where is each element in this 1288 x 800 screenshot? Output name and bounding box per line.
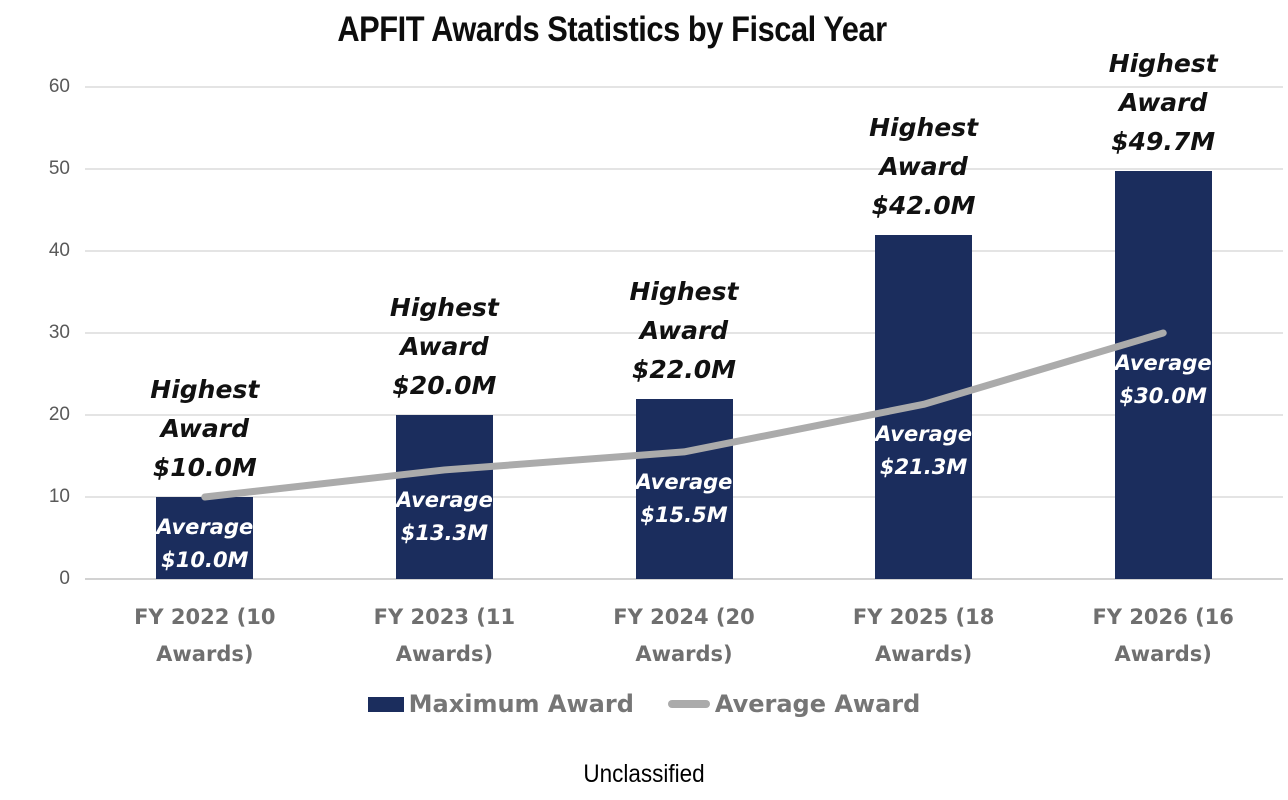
highest-award-label-line: Highest [389,293,499,322]
gridline-y0 [85,578,1283,580]
maximum-award-bar [635,398,733,579]
highest-award-label-line: $22.0M [632,354,736,384]
highest-award-label: Highest Award $22.0M [574,272,794,389]
average-award-label: Average $15.5M [604,466,764,532]
highest-award-label-line: Highest [150,375,260,404]
highest-award-label-line: Award [879,151,968,181]
average-award-label: Average $13.3M [364,484,524,550]
gridline-y60 [85,86,1283,88]
x-axis-category-label: FY 2025 (18 Awards) [852,605,995,666]
chart-title: APFIT Awards Statistics by Fiscal Year [337,10,887,49]
x-axis-category-label: FY 2024 (20 Awards) [613,605,755,666]
y-axis-tick-label: 0 [59,568,70,589]
highest-award-label-line: Award [639,315,729,345]
average-award-label-line: $30.0M [1119,384,1207,408]
highest-award-label: Highest Award $20.0M [334,288,554,405]
y-axis-tick-label: 20 [48,404,70,425]
maximum-award-bar [395,415,493,579]
average-award-label-line: Average [395,487,493,512]
highest-award-label-line: Highest [869,112,979,142]
legend-label-average-award: Average Award [714,690,921,718]
legend: Maximum Award Average Award [0,690,1288,718]
average-award-label-line: $10.0M [161,548,249,572]
legend-item-maximum-award: Maximum Award [367,690,634,718]
highest-award-label-line: $42.0M [871,190,976,220]
x-axis-category-label: FY 2022 (10 Awards) [134,605,276,666]
highest-award-label: Highest Award $10.0M [95,370,315,487]
highest-award-label-line: $10.0M [152,453,257,482]
average-award-label: Average $10.0M [125,511,285,577]
average-award-label-line: Average [1114,351,1212,375]
gridline-y50 [85,168,1283,170]
y-axis-tick-label: 30 [48,322,70,343]
average-award-label-line: Average [156,515,254,539]
maximum-award-bar [156,497,254,579]
maximum-award-bar [1114,171,1212,579]
average-award-label-line: Average [875,422,973,447]
gridline-y30 [85,332,1283,334]
average-award-line-swatch-icon [667,700,710,708]
highest-award-label-line: Highest [629,276,739,306]
average-award-label-line: $15.5M [640,502,728,527]
y-axis-tick-label: 40 [48,240,70,261]
maximum-award-swatch-icon [367,696,404,712]
x-axis-category-label: FY 2026 (16 Awards) [1092,605,1234,666]
highest-award-label-line: Award [1118,88,1208,118]
average-award-label-line: $13.3M [400,520,489,545]
highest-award-label-line: $20.0M [392,371,497,400]
highest-award-label-line: Award [400,332,489,361]
highest-award-label-line: Award [160,414,249,443]
highest-award-label-line: $49.7M [1111,127,1216,157]
classification-footer: Unclassified [583,760,705,788]
average-award-label-line: Average [635,469,733,494]
highest-award-label-line: Highest [1108,49,1218,79]
average-award-label: Average $21.3M [844,418,1004,484]
gridline-y40 [85,250,1283,252]
average-award-label: Average $30.0M [1083,347,1243,413]
y-axis-tick-label: 10 [48,486,70,507]
highest-award-label: Highest Award $42.0M [814,108,1034,225]
y-axis-tick-label: 50 [48,158,70,179]
average-award-label-line: $21.3M [879,455,968,480]
highest-award-label: Highest Award $49.7M [1053,44,1273,161]
x-axis-category-label: FY 2023 (11 Awards) [373,605,516,666]
legend-label-maximum-award: Maximum Award [408,690,634,718]
y-axis-tick-label: 60 [48,76,70,97]
legend-item-average-award: Average Award [667,690,921,718]
